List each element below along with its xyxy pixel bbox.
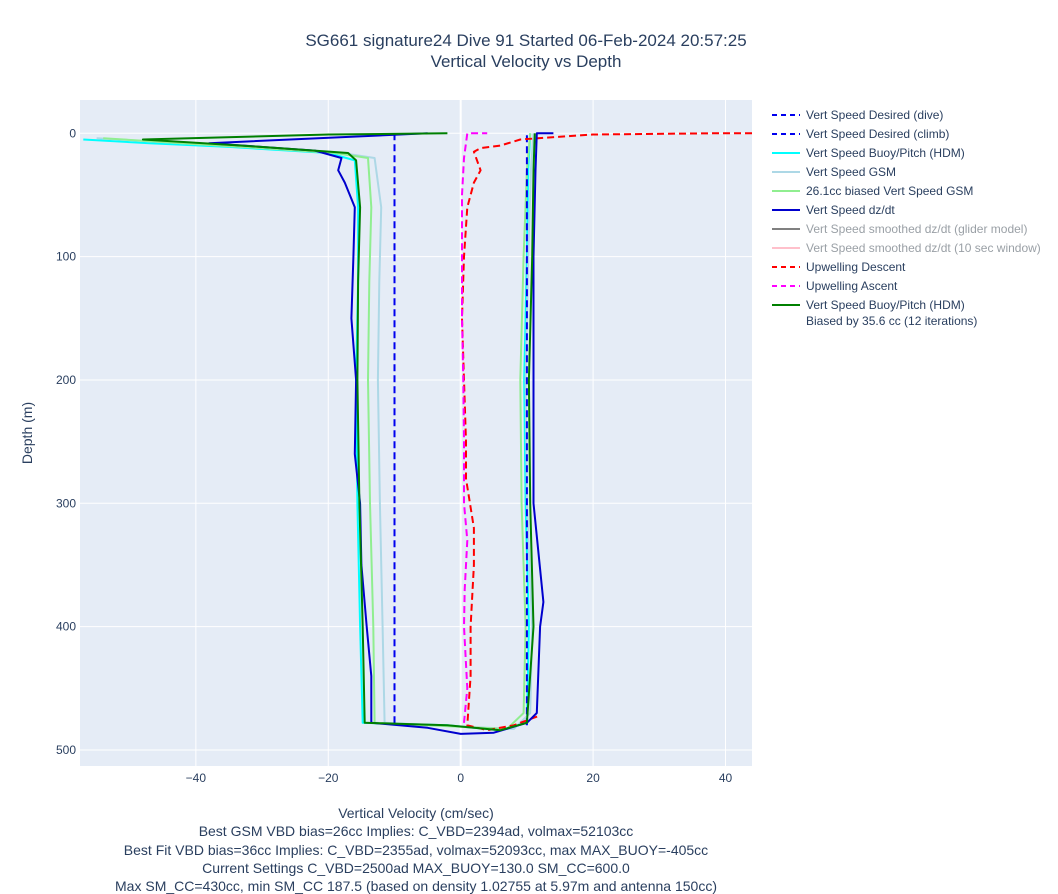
note-3: Current Settings C_VBD=2500ad MAX_BUOY=1…	[202, 860, 630, 876]
legend-item-5[interactable]: Vert Speed dz/dt	[772, 203, 895, 217]
x-axis-title: Vertical Velocity (cm/sec)	[338, 805, 494, 821]
legend-item-6[interactable]: Vert Speed smoothed dz/dt (glider model)	[772, 222, 1027, 236]
y-tick-label: 400	[56, 620, 76, 634]
y-tick-label: 0	[69, 126, 76, 140]
legend-item-0[interactable]: Vert Speed Desired (dive)	[772, 108, 943, 122]
legend-label: Vert Speed Buoy/Pitch (HDM)	[806, 298, 965, 312]
series-line-4[interactable]	[103, 133, 532, 730]
legend-label: Biased by 35.6 cc (12 iterations)	[806, 314, 977, 328]
legend-item-7[interactable]: Vert Speed smoothed dz/dt (10 sec window…	[772, 241, 1041, 255]
note-2: Best Fit VBD bias=36cc Implies: C_VBD=23…	[124, 842, 708, 858]
series-line-5[interactable]	[208, 132, 554, 735]
legend-label: 26.1cc biased Vert Speed GSM	[806, 184, 973, 198]
legend-item-9[interactable]: Upwelling Ascent	[772, 279, 898, 293]
legend-item-10[interactable]: Vert Speed Buoy/Pitch (HDM) Biased by 35.…	[772, 298, 977, 328]
legend-label: Vert Speed smoothed dz/dt (10 sec window…	[806, 241, 1041, 255]
legend-label: Vert Speed GSM	[806, 165, 896, 179]
legend-item-4[interactable]: 26.1cc biased Vert Speed GSM	[772, 184, 973, 198]
legend-label: Vert Speed dz/dt	[806, 203, 895, 217]
y-axis-title: Depth (m)	[19, 402, 35, 464]
y-axis-ticks: 0 100 200 300 400 500	[56, 126, 76, 757]
series-group	[83, 132, 752, 735]
legend-label: Vert Speed smoothed dz/dt (glider model)	[806, 222, 1027, 236]
chart-title: SG661 signature24 Dive 91 Started 06-Feb…	[305, 31, 746, 50]
legend-label: Vert Speed Desired (climb)	[806, 127, 949, 141]
x-axis-ticks: −40 −20 0 20 40	[186, 771, 733, 785]
x-tick-label: −20	[318, 771, 339, 785]
series-line-8[interactable]	[461, 132, 752, 732]
chart-subtitle: Vertical Velocity vs Depth	[431, 52, 622, 71]
legend-item-1[interactable]: Vert Speed Desired (climb)	[772, 127, 949, 141]
legend-label: Upwelling Ascent	[806, 279, 898, 293]
legend-item-3[interactable]: Vert Speed GSM	[772, 165, 896, 179]
y-tick-label: 100	[56, 250, 76, 264]
legend-item-8[interactable]: Upwelling Descent	[772, 260, 906, 274]
y-tick-label: 200	[56, 373, 76, 387]
legend-label: Upwelling Descent	[806, 260, 906, 274]
note-4: Max SM_CC=430cc, min SM_CC 187.5 (based …	[115, 878, 717, 894]
legend-label: Vert Speed Buoy/Pitch (HDM)	[806, 146, 965, 160]
x-tick-label: 40	[719, 771, 733, 785]
y-tick-label: 300	[56, 496, 76, 510]
note-1: Best GSM VBD bias=26cc Implies: C_VBD=23…	[199, 823, 634, 839]
x-tick-label: −40	[186, 771, 207, 785]
y-tick-label: 500	[56, 743, 76, 757]
series-line-9[interactable]	[461, 132, 488, 723]
legend-label: Vert Speed Desired (dive)	[806, 108, 943, 122]
plot-area[interactable]	[80, 100, 752, 766]
x-tick-label: 0	[457, 771, 464, 785]
series-line-10[interactable]	[141, 132, 536, 732]
series-line-2[interactable]	[83, 133, 532, 732]
legend: Vert Speed Desired (dive) Vert Speed Desi…	[772, 108, 1041, 328]
x-tick-label: 20	[586, 771, 600, 785]
legend-item-2[interactable]: Vert Speed Buoy/Pitch (HDM)	[772, 146, 965, 160]
